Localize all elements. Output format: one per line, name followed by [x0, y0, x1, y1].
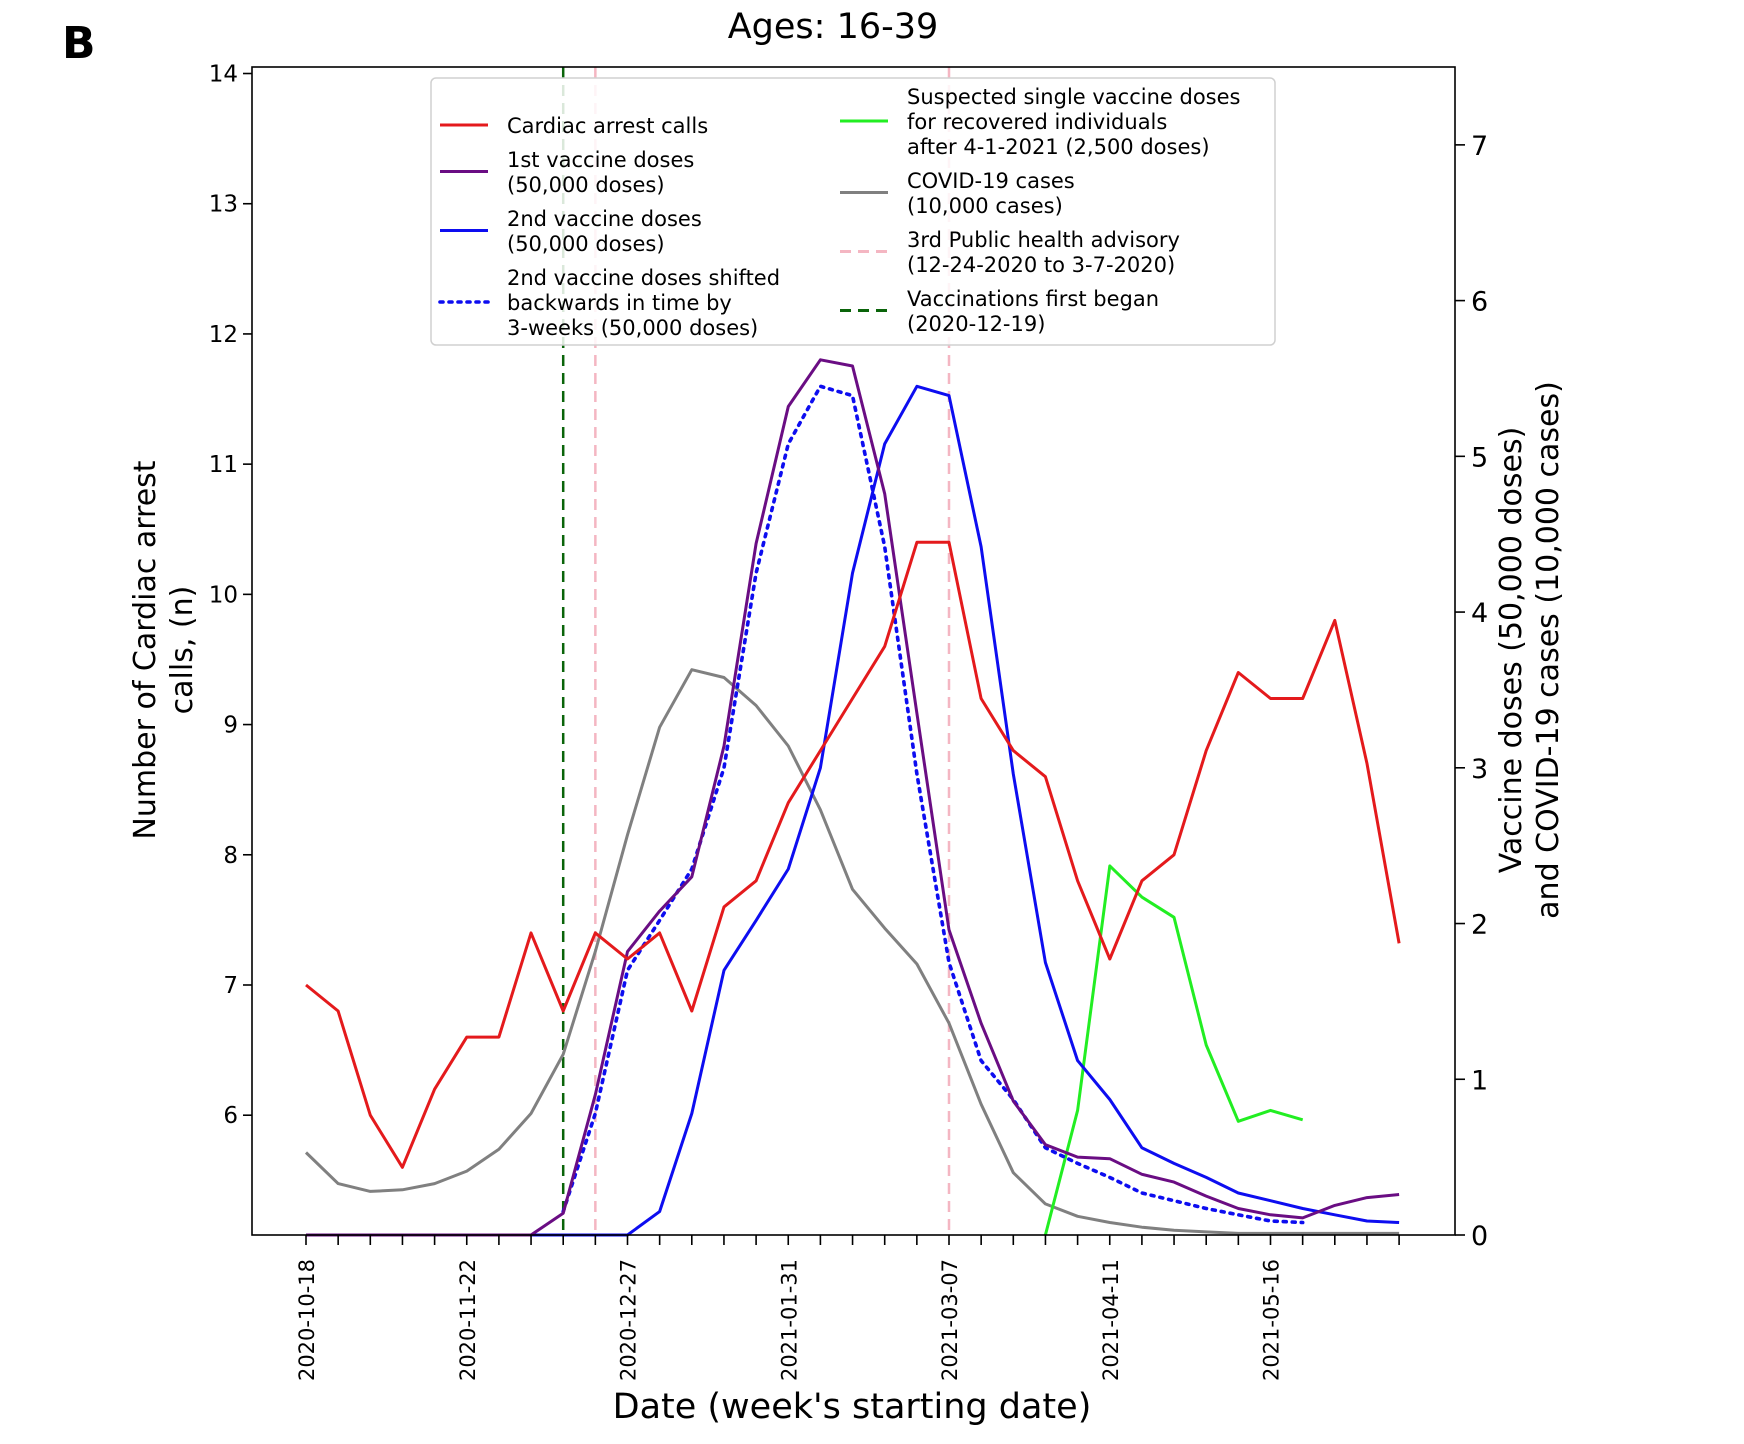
x-tick-label: 2020-12-27 [617, 1259, 641, 1381]
legend-label: Vaccinations first began [907, 287, 1159, 311]
legend-label: 3-weeks (50,000 doses) [507, 316, 758, 340]
legend-label: Suspected single vaccine doses [907, 85, 1241, 109]
x-axis-label: Date (week's starting date) [613, 1387, 1092, 1427]
y-left-tick-label: 7 [223, 973, 238, 999]
legend-label: 2nd vaccine doses shifted [507, 266, 780, 290]
y-right-tick-label: 5 [1471, 442, 1488, 473]
y-left-tick-label: 13 [209, 192, 238, 218]
legend-label: 3rd Public health advisory [907, 228, 1180, 252]
y-right-tick-label: 2 [1471, 910, 1488, 941]
y-left-tick-label: 11 [209, 452, 238, 478]
legend-label: (10,000 cases) [907, 194, 1063, 218]
series-line-3 [561, 384, 1305, 1225]
x-tick-label: 2020-11-22 [456, 1259, 480, 1381]
legend-label: for recovered individuals [907, 110, 1167, 134]
y-right-tick-label: 1 [1471, 1065, 1488, 1096]
y-right-tick-label: 0 [1471, 1221, 1488, 1252]
series-line-1 [306, 358, 1400, 1237]
x-tick-label: 2021-01-31 [777, 1259, 801, 1381]
y-left-tick-label: 6 [223, 1103, 238, 1129]
y-right-tick-label: 6 [1471, 287, 1488, 318]
y-axis-label-left-line2: calls, (n) [165, 586, 200, 715]
legend-label: COVID-19 cases [907, 169, 1075, 193]
y-right-tick-label: 3 [1471, 754, 1488, 785]
axes-frame [251, 66, 1456, 1236]
legend-box [430, 77, 1276, 346]
legend-label: 2nd vaccine doses [507, 207, 702, 231]
y-axis-label-right-line2: and COVID-19 cases (10,000 cases) [1531, 381, 1566, 919]
legend-label: (50,000 doses) [507, 232, 665, 256]
y-left-tick-label: 12 [209, 322, 238, 348]
y-axis-label-left-line1: Number of Cardiac arrest [128, 460, 163, 839]
x-tick-label: 2021-04-11 [1099, 1259, 1123, 1381]
y-left-tick-label: 9 [223, 713, 238, 739]
legend-label: after 4-1-2021 (2,500 doses) [907, 135, 1210, 159]
chart-title: Ages: 16-39 [728, 7, 939, 47]
legend-label: (12-24-2020 to 3-7-2020) [907, 253, 1175, 277]
y-left-tick-label: 10 [209, 582, 238, 608]
y-axis-label-right-line1: Vaccine doses (50,000 doses) [1494, 427, 1529, 874]
series-line-0 [305, 540, 1401, 1169]
series-line-5 [304, 668, 1400, 1235]
x-tick-label: 2021-03-07 [938, 1259, 962, 1381]
x-tick-label: 2021-05-16 [1260, 1259, 1284, 1381]
series-line-2 [306, 384, 1400, 1237]
y-right-tick-label: 7 [1471, 131, 1488, 162]
y-left-tick-label: 8 [223, 843, 238, 869]
y-right-tick-label: 4 [1471, 598, 1488, 629]
x-tick-label: 2020-10-18 [295, 1259, 319, 1381]
panel-label: B [62, 18, 96, 69]
legend-label: (2020-12-19) [907, 312, 1045, 336]
series-line-4 [1043, 864, 1304, 1236]
legend-label: backwards in time by [507, 291, 732, 315]
legend-label: Cardiac arrest calls [507, 114, 708, 138]
legend-label: (50,000 doses) [507, 173, 665, 197]
y-left-tick-label: 14 [209, 62, 238, 88]
legend-label: 1st vaccine doses [507, 148, 694, 172]
